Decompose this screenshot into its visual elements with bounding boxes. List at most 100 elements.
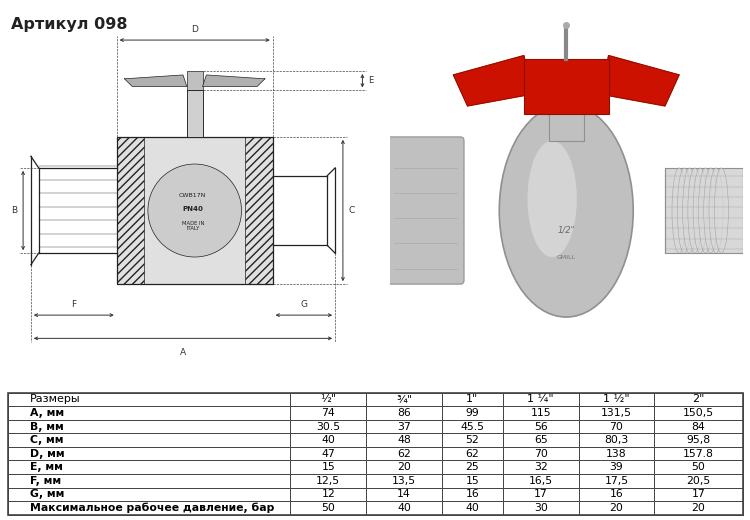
- Ellipse shape: [698, 168, 712, 253]
- Text: 17: 17: [534, 489, 548, 499]
- Bar: [524, 59, 608, 114]
- Text: 2": 2": [692, 394, 704, 405]
- Text: 99: 99: [466, 408, 479, 418]
- Text: 39: 39: [610, 462, 623, 472]
- Bar: [442, 393, 503, 406]
- Text: 14: 14: [398, 489, 411, 499]
- Text: F, мм: F, мм: [29, 476, 61, 486]
- Text: 40: 40: [397, 503, 411, 513]
- Text: 16,5: 16,5: [529, 476, 553, 486]
- Text: 50: 50: [322, 503, 335, 513]
- Bar: [654, 420, 742, 433]
- Circle shape: [148, 164, 242, 257]
- Bar: [654, 433, 742, 447]
- Text: 138: 138: [606, 449, 627, 459]
- Text: 115: 115: [530, 408, 551, 418]
- Bar: [8, 501, 290, 515]
- Ellipse shape: [672, 168, 686, 253]
- Text: 17: 17: [692, 489, 705, 499]
- Text: F: F: [71, 301, 76, 309]
- Text: 84: 84: [692, 422, 705, 432]
- Text: G, мм: G, мм: [29, 489, 64, 499]
- Ellipse shape: [709, 168, 723, 253]
- Text: B: B: [11, 206, 17, 215]
- Bar: [290, 447, 366, 461]
- Bar: [290, 420, 366, 433]
- Bar: [8, 474, 290, 488]
- Bar: [654, 474, 742, 488]
- Text: 13,5: 13,5: [392, 476, 416, 486]
- Text: 30.5: 30.5: [316, 422, 340, 432]
- Text: 20: 20: [397, 462, 411, 472]
- Text: 20: 20: [692, 503, 705, 513]
- Text: 1": 1": [466, 394, 478, 405]
- Text: 62: 62: [466, 449, 479, 459]
- Polygon shape: [602, 56, 679, 106]
- Text: 12,5: 12,5: [316, 476, 340, 486]
- Text: 157.8: 157.8: [683, 449, 714, 459]
- Bar: [290, 393, 366, 406]
- Bar: [442, 474, 503, 488]
- Text: 1/2": 1/2": [557, 225, 575, 235]
- Bar: [366, 433, 442, 447]
- Bar: [366, 420, 442, 433]
- Bar: [245, 137, 273, 284]
- Text: 80,3: 80,3: [604, 435, 628, 445]
- Text: PN40: PN40: [182, 205, 203, 212]
- Text: 150,5: 150,5: [682, 408, 714, 418]
- Bar: [503, 488, 578, 501]
- Text: 1 ½": 1 ½": [603, 394, 630, 405]
- Bar: [578, 447, 654, 461]
- Text: D: D: [191, 25, 198, 34]
- Text: 17,5: 17,5: [604, 476, 628, 486]
- Text: 62: 62: [398, 449, 411, 459]
- Bar: [578, 406, 654, 420]
- Text: 86: 86: [398, 408, 411, 418]
- Text: 25: 25: [466, 462, 479, 472]
- Bar: [8, 393, 290, 406]
- Polygon shape: [202, 75, 265, 86]
- Bar: [654, 393, 742, 406]
- Bar: [578, 433, 654, 447]
- Ellipse shape: [527, 141, 577, 257]
- Ellipse shape: [500, 104, 633, 317]
- Bar: [442, 461, 503, 474]
- Bar: [442, 420, 503, 433]
- Text: 47: 47: [322, 449, 335, 459]
- Bar: [503, 433, 578, 447]
- Bar: [366, 393, 442, 406]
- Text: 95,8: 95,8: [686, 435, 710, 445]
- Text: 1 ¼": 1 ¼": [527, 394, 554, 405]
- Bar: [117, 137, 273, 284]
- Bar: [366, 461, 442, 474]
- Bar: [665, 168, 742, 253]
- Text: 52: 52: [466, 435, 479, 445]
- Text: 65: 65: [534, 435, 548, 445]
- Bar: [578, 420, 654, 433]
- Text: B, мм: B, мм: [29, 422, 63, 432]
- Bar: [503, 393, 578, 406]
- Text: 131,5: 131,5: [601, 408, 632, 418]
- Bar: [503, 474, 578, 488]
- Text: 50: 50: [692, 462, 705, 472]
- Polygon shape: [454, 56, 531, 106]
- Bar: [578, 488, 654, 501]
- Bar: [578, 461, 654, 474]
- Text: 48: 48: [398, 435, 411, 445]
- Ellipse shape: [682, 168, 697, 253]
- Bar: [654, 501, 742, 515]
- Text: C, мм: C, мм: [29, 435, 63, 445]
- Text: 20,5: 20,5: [686, 476, 710, 486]
- Bar: [290, 474, 366, 488]
- Text: E, мм: E, мм: [29, 462, 62, 472]
- Bar: [442, 433, 503, 447]
- Bar: [578, 501, 654, 515]
- Text: 45.5: 45.5: [460, 422, 484, 432]
- Text: 30: 30: [534, 503, 548, 513]
- Bar: [366, 406, 442, 420]
- Text: 16: 16: [466, 489, 479, 499]
- Text: ½": ½": [320, 394, 337, 405]
- Bar: [8, 406, 290, 420]
- Bar: [8, 461, 290, 474]
- Text: 40: 40: [466, 503, 479, 513]
